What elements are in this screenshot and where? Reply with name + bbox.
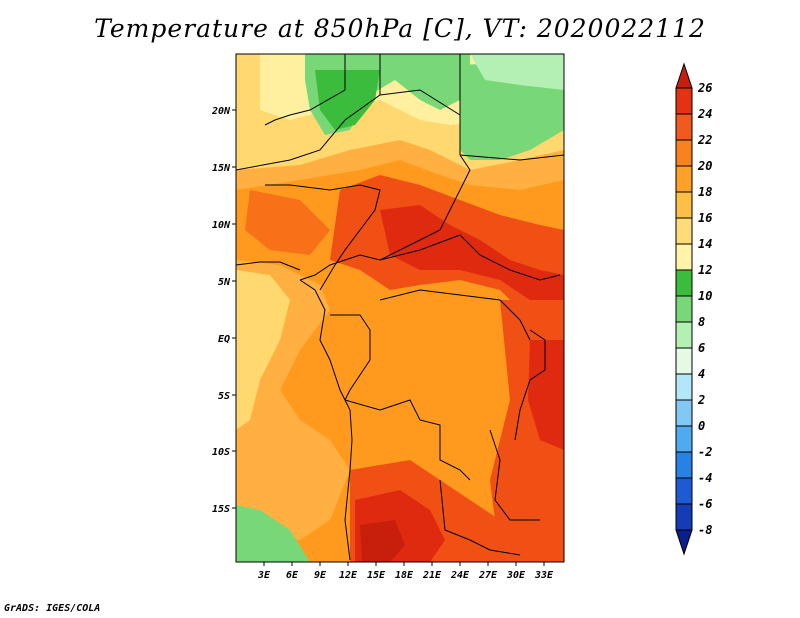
colorbar-swatch <box>675 139 693 167</box>
field-green-light <box>470 54 564 90</box>
colorbar-swatch <box>675 477 693 505</box>
colorbar-swatch <box>675 373 693 401</box>
border-angola-west <box>344 469 351 561</box>
border-zambia <box>439 479 521 556</box>
lat-label: 10N <box>212 220 231 231</box>
border-tanzania <box>489 429 540 521</box>
colorbar-label: 0 <box>698 419 705 433</box>
field-green-dark <box>315 70 380 130</box>
map-title: Temperature at 850hPa [C], VT: 202002211… <box>94 14 706 43</box>
colorbar-label: 12 <box>698 263 712 277</box>
colorbar-swatch <box>675 269 693 297</box>
border-congo <box>330 314 371 401</box>
colorbar-label: 16 <box>698 211 712 225</box>
border-sudan-east <box>459 154 564 161</box>
border-coast-gulf <box>236 261 301 271</box>
border-sahara <box>264 54 346 126</box>
lon-label: 18E <box>395 570 414 581</box>
border-coast-south <box>349 439 353 471</box>
colorbar-swatch <box>675 347 693 375</box>
colorbar-label: 14 <box>698 237 712 251</box>
lon-label: 30E <box>506 570 526 581</box>
colorbar-swatch <box>675 503 693 531</box>
colorbar-swatch <box>675 191 693 219</box>
border-east-lakes <box>514 329 546 441</box>
field-east-red-core <box>528 340 564 450</box>
colorbar-swatch <box>675 399 693 427</box>
colorbar-swatch <box>675 217 693 245</box>
border-car <box>379 234 561 281</box>
colorbar-label: -8 <box>698 523 712 537</box>
lat-labels: 20N 15N 10N 5N EQ 5S 10S 15S <box>211 106 231 515</box>
lat-label: 15N <box>212 163 231 174</box>
lon-label: 12E <box>339 570 358 581</box>
lat-label: 5N <box>218 277 231 288</box>
lat-label: 10S <box>212 447 230 458</box>
field-west-yellow <box>236 270 290 430</box>
lon-label: 9E <box>314 570 327 581</box>
colorbar-swatch <box>675 113 693 141</box>
colorbar-swatch <box>675 321 693 349</box>
colorbar-label: 22 <box>697 133 712 147</box>
colorbar-label: -2 <box>698 445 712 459</box>
colorbar-swatch <box>675 243 693 271</box>
lat-label: EQ <box>218 334 230 345</box>
grads-credit: GrADS: IGES/COLA <box>4 603 101 614</box>
colorbar-bottom-triangle <box>675 529 693 556</box>
field-red-core <box>380 205 564 310</box>
border-atlantic-coast <box>299 279 353 441</box>
colorbar-swatch <box>675 295 693 323</box>
lon-label: 21E <box>422 570 442 581</box>
lon-label: 3E <box>257 570 271 581</box>
colorbar-label: 24 <box>697 107 712 121</box>
lon-label: 33E <box>534 570 554 581</box>
border-nigeria <box>265 184 381 231</box>
colorbar-label: 2 <box>697 393 705 407</box>
colorbar-swatch <box>675 165 693 193</box>
lon-label: 6E <box>286 570 299 581</box>
country-borders <box>236 54 564 561</box>
border-north <box>236 89 471 281</box>
temperature-field <box>236 54 564 562</box>
field-sw-green <box>236 505 310 562</box>
lat-label: 5S <box>218 391 230 402</box>
colorbar-label: 10 <box>698 289 712 303</box>
colorbar-swatch <box>675 87 693 115</box>
lat-label: 15S <box>212 504 230 515</box>
colorbar-swatch <box>675 425 693 453</box>
lat-label: 20N <box>211 106 231 117</box>
colorbar-label: -4 <box>698 471 712 485</box>
colorbar-top-triangle <box>675 62 693 89</box>
colorbar-swatch <box>675 451 693 479</box>
colorbar-label: 20 <box>697 159 712 173</box>
colorbar-label: 6 <box>698 341 705 355</box>
colorbar-label: 8 <box>698 315 705 329</box>
lon-labels: 3E 6E 9E 12E 15E 18E 21E 24E 27E 30E 33E <box>257 570 554 581</box>
map-frame <box>235 53 565 563</box>
colorbar-label: -6 <box>698 497 712 511</box>
field-west-orange <box>245 190 330 255</box>
field-south-red-dark <box>360 520 405 562</box>
colorbar-label: 4 <box>698 367 705 381</box>
lon-label: 27E <box>478 570 498 581</box>
colorbar-label: 26 <box>697 81 712 95</box>
border-angola <box>344 399 471 481</box>
lon-label: 24E <box>450 570 470 581</box>
lon-label: 15E <box>367 570 386 581</box>
colorbar-label: 18 <box>698 185 712 199</box>
lat-ticks <box>232 109 236 509</box>
border-cameroon <box>319 229 361 291</box>
lon-ticks <box>263 562 545 566</box>
border-drc-north <box>379 289 531 341</box>
